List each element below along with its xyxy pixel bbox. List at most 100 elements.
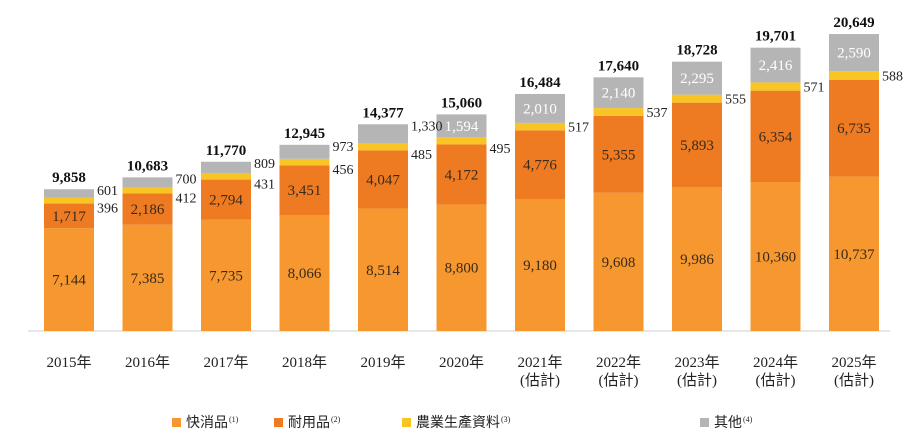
legend-note-1: (1) bbox=[229, 415, 239, 424]
total-label-10: 19,701 bbox=[755, 29, 796, 45]
x-tick-label-10: 2024年 bbox=[753, 354, 798, 371]
legend-swatch-4 bbox=[700, 418, 709, 427]
segment-label-4-7: 2,010 bbox=[523, 101, 557, 117]
x-tick-label-9-sub: (估計) bbox=[677, 372, 717, 389]
bar-segment-1-5 bbox=[358, 208, 408, 331]
segment-label-2-8: 5,355 bbox=[602, 147, 636, 163]
bar-segment-3-3 bbox=[201, 173, 251, 180]
segment-label-2-7: 4,776 bbox=[523, 158, 557, 174]
segment-label-2-2: 2,186 bbox=[131, 202, 165, 218]
segment-label-1-1: 7,144 bbox=[52, 273, 86, 289]
segment-label-3-3: 431 bbox=[254, 177, 275, 192]
segment-label-2-9: 5,893 bbox=[680, 138, 714, 154]
total-label-6: 15,060 bbox=[441, 95, 482, 111]
segment-label-3-2: 412 bbox=[176, 191, 197, 206]
bar-segment-2-1 bbox=[44, 203, 94, 229]
bar-segment-2-4 bbox=[279, 165, 330, 216]
segment-label-1-4: 8,066 bbox=[288, 266, 322, 282]
segment-label-1-2: 7,385 bbox=[131, 271, 165, 287]
legend-label-4: 其他 bbox=[714, 415, 742, 431]
x-tick-label-5: 2019年 bbox=[360, 354, 405, 371]
x-tick-label-2: 2016年 bbox=[125, 354, 170, 371]
x-tick-label-7-sub: (估計) bbox=[520, 372, 560, 389]
bar-segment-4-5 bbox=[358, 124, 408, 144]
x-tick-label-7: 2021年 bbox=[517, 354, 562, 371]
segment-label-3-4: 456 bbox=[333, 163, 354, 178]
segment-label-3-8: 537 bbox=[647, 106, 668, 121]
segment-label-4-5: 1,330 bbox=[411, 119, 443, 134]
bar-segment-4-4 bbox=[279, 144, 330, 159]
segment-label-2-5: 4,047 bbox=[366, 172, 400, 188]
legend-label-3: 農業生產資料 bbox=[416, 414, 500, 431]
bar-segment-1-1 bbox=[44, 228, 94, 331]
bar-segment-2-10 bbox=[750, 90, 801, 183]
segment-label-3-10: 571 bbox=[804, 81, 825, 96]
segment-label-4-3: 809 bbox=[254, 157, 275, 172]
legend-note-4: (4) bbox=[743, 415, 753, 424]
bar-segment-3-1 bbox=[44, 197, 94, 204]
segment-label-3-7: 517 bbox=[568, 121, 589, 136]
segment-label-1-7: 9,180 bbox=[523, 258, 557, 274]
x-tick-label-10-sub: (估計) bbox=[756, 372, 796, 389]
segment-label-4-8: 2,140 bbox=[602, 86, 636, 102]
segment-label-3-9: 555 bbox=[725, 93, 746, 108]
bar-segment-1-9 bbox=[672, 187, 722, 331]
legend-swatch-2 bbox=[274, 418, 283, 427]
bar-segment-1-10 bbox=[750, 182, 801, 331]
bar-segment-2-11 bbox=[829, 79, 879, 177]
total-label-11: 20,649 bbox=[833, 15, 874, 31]
segment-label-1-10: 10,360 bbox=[755, 250, 796, 266]
segment-label-1-3: 7,735 bbox=[209, 268, 243, 284]
segment-label-1-9: 9,986 bbox=[680, 252, 714, 268]
bar-segment-4-1 bbox=[44, 189, 94, 198]
bar-segment-2-7 bbox=[515, 130, 565, 199]
segment-label-2-4: 3,451 bbox=[288, 183, 322, 199]
legend-label-2: 耐用品 bbox=[288, 415, 330, 431]
x-tick-labels: 2015年 2016年 2017年 2018年 2019年 2020年 2021年(估計)2… bbox=[46, 354, 876, 389]
total-label-4: 12,945 bbox=[284, 126, 325, 142]
segment-label-1-6: 8,800 bbox=[445, 261, 479, 277]
bar-segment-4-3 bbox=[201, 161, 251, 174]
segment-label-4-11: 2,590 bbox=[837, 46, 871, 62]
total-label-2: 10,683 bbox=[127, 158, 168, 174]
labels-layer: 7,144 1,717 396 601 9,858 7,385 2,186 412 700 10,… bbox=[52, 15, 903, 289]
bar-segment-1-4 bbox=[279, 215, 330, 331]
segment-label-2-10: 6,354 bbox=[759, 129, 793, 145]
total-label-1: 9,858 bbox=[52, 170, 86, 186]
x-tick-label-6: 2020年 bbox=[439, 354, 484, 371]
x-tick-label-11-sub: (估計) bbox=[834, 372, 874, 389]
segment-label-3-5: 485 bbox=[411, 148, 432, 163]
segment-label-2-11: 6,735 bbox=[837, 121, 871, 137]
bars-layer bbox=[44, 34, 879, 331]
x-tick-label-4: 2018年 bbox=[282, 354, 327, 371]
segment-label-4-6: 1,594 bbox=[445, 119, 479, 135]
segment-label-2-6: 4,172 bbox=[445, 167, 479, 183]
segment-label-2-1: 1,717 bbox=[52, 209, 86, 225]
total-label-7: 16,484 bbox=[519, 75, 561, 91]
segment-label-4-2: 700 bbox=[176, 172, 197, 187]
bar-segment-3-5 bbox=[358, 143, 408, 151]
bar-segment-4-9 bbox=[672, 61, 722, 95]
bar-segment-2-6 bbox=[436, 144, 487, 205]
segment-label-3-1: 396 bbox=[97, 202, 118, 217]
total-label-5: 14,377 bbox=[362, 105, 404, 121]
legend-note-3: (3) bbox=[501, 415, 511, 424]
bar-segment-3-9 bbox=[672, 94, 722, 103]
x-tick-label-9: 2023年 bbox=[674, 354, 719, 371]
bar-segment-4-11 bbox=[829, 34, 879, 72]
segment-label-4-9: 2,295 bbox=[680, 71, 714, 87]
bar-segment-3-6 bbox=[436, 137, 487, 145]
bar-segment-3-8 bbox=[593, 108, 644, 116]
bar-segment-1-8 bbox=[593, 192, 644, 331]
total-label-9: 18,728 bbox=[676, 43, 717, 59]
legend: 快消品 (1) 耐用品 (2) 農業生產資料 (3) 其他 (4) bbox=[172, 414, 753, 431]
bar-segment-2-9 bbox=[672, 102, 722, 188]
bar-segment-4-2 bbox=[122, 177, 173, 188]
bar-segment-4-8 bbox=[593, 77, 644, 109]
legend-swatch-1 bbox=[172, 418, 181, 427]
segment-label-3-11: 588 bbox=[882, 70, 903, 85]
bar-segment-4-7 bbox=[515, 93, 565, 123]
segment-label-1-8: 9,608 bbox=[602, 255, 636, 271]
legend-note-2: (2) bbox=[331, 415, 341, 424]
